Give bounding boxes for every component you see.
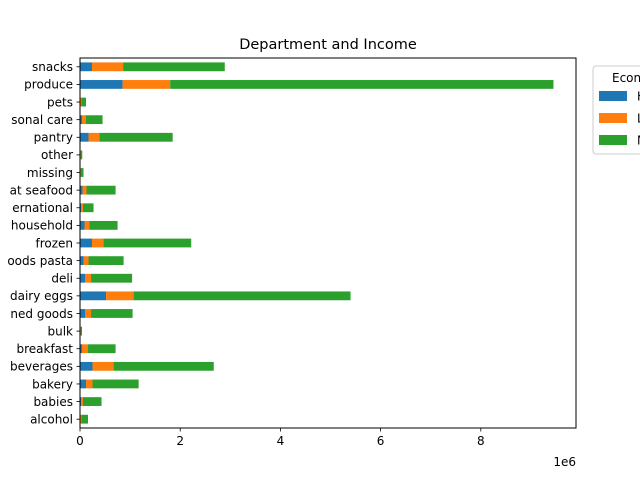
bar-deli-M — [91, 274, 132, 283]
bar-beverages-H — [80, 362, 93, 371]
bar-breakfast-L — [82, 344, 88, 353]
bar-personal-care-L — [82, 115, 86, 124]
bar-snacks-L — [92, 62, 123, 71]
bar-pantry-H — [80, 133, 89, 142]
y-tick-label: snacks — [32, 60, 73, 74]
bar-snacks-H — [80, 62, 92, 71]
bar-pantry-L — [89, 133, 100, 142]
bar-bulk-M — [81, 327, 82, 336]
legend-swatch-H — [599, 91, 627, 101]
x-tick-label: 6 — [377, 434, 385, 448]
bar-canned-goods-M — [91, 309, 133, 318]
bar-meat-seafood-M — [87, 186, 116, 195]
bar-dry-goods-pasta-H — [80, 256, 84, 265]
bar-snacks-M — [123, 62, 225, 71]
bar-missing-M — [81, 168, 84, 177]
bar-produce-H — [80, 80, 123, 89]
x-axis-offset-label: 1e6 — [553, 455, 576, 469]
bar-alcohol-L — [81, 415, 82, 424]
y-tick-label: oods pasta — [7, 254, 73, 268]
y-tick-label: other — [41, 148, 73, 162]
legend-swatch-L — [599, 113, 627, 123]
bar-frozen-H — [80, 239, 92, 248]
bar-produce-M — [170, 80, 553, 89]
legend-swatch-M — [599, 135, 627, 145]
y-tick-label: breakfast — [16, 342, 73, 356]
bar-household-H — [80, 221, 85, 230]
y-tick-label: alcohol — [30, 412, 73, 426]
bar-canned-goods-H — [80, 309, 85, 318]
y-tick-label: missing — [27, 166, 73, 180]
y-tick-label: produce — [24, 78, 73, 92]
bar-frozen-M — [104, 239, 192, 248]
y-tick-label: frozen — [35, 236, 73, 250]
bar-beverages-L — [93, 362, 114, 371]
bar-household-M — [90, 221, 118, 230]
bar-international-M — [83, 203, 94, 212]
x-axis: 0 2 4 6 8 — [76, 428, 484, 448]
bar-dairy-eggs-L — [106, 291, 134, 300]
bar-deli-H — [80, 274, 85, 283]
bar-personal-care-M — [86, 115, 103, 124]
bars-layer — [80, 62, 553, 423]
bar-beverages-M — [114, 362, 214, 371]
x-tick-label: 2 — [176, 434, 184, 448]
bar-household-L — [85, 221, 90, 230]
y-tick-label: bulk — [47, 324, 73, 338]
y-tick-label: household — [11, 219, 73, 233]
bar-dairy-eggs-H — [80, 291, 106, 300]
y-tick-label: bakery — [32, 377, 73, 391]
bar-bakery-L — [86, 380, 93, 389]
legend-title: Economic — [612, 71, 640, 85]
bar-produce-L — [123, 80, 171, 89]
y-tick-label: babies — [33, 395, 73, 409]
bar-international-L — [81, 203, 83, 212]
bar-meat-seafood-L — [83, 186, 87, 195]
x-tick-label: 0 — [76, 434, 84, 448]
bar-frozen-L — [92, 239, 104, 248]
y-tick-label: dairy eggs — [10, 289, 73, 303]
bar-other-M — [81, 151, 83, 160]
bar-babies-L — [81, 397, 83, 406]
y-tick-label: pantry — [34, 131, 73, 145]
bar-babies-M — [83, 397, 102, 406]
y-tick-label: pets — [47, 95, 73, 109]
legend: EconomicHLM — [593, 66, 640, 154]
y-tick-label: at seafood — [10, 183, 73, 197]
y-tick-label: deli — [51, 272, 73, 286]
bar-dry-goods-pasta-M — [89, 256, 124, 265]
y-axis: alcohol babies bakery beverages breakfast bul… — [7, 60, 80, 426]
bar-pets-L — [81, 98, 82, 107]
bar-dry-goods-pasta-L — [84, 256, 89, 265]
bar-pets-M — [82, 98, 87, 107]
bar-pantry-M — [100, 133, 173, 142]
y-tick-label: ernational — [12, 201, 73, 215]
y-tick-label: beverages — [10, 360, 73, 374]
bar-deli-L — [85, 274, 91, 283]
bar-bakery-H — [80, 380, 86, 389]
bar-canned-goods-L — [85, 309, 91, 318]
bar-dairy-eggs-M — [134, 291, 351, 300]
x-tick-label: 8 — [477, 434, 485, 448]
chart-title: Department and Income — [239, 37, 417, 53]
y-tick-label: sonal care — [11, 113, 73, 127]
bar-alcohol-M — [82, 415, 89, 424]
y-tick-label: ned goods — [10, 307, 73, 321]
x-tick-label: 4 — [277, 434, 285, 448]
bar-breakfast-M — [88, 344, 116, 353]
bar-bakery-M — [93, 380, 139, 389]
